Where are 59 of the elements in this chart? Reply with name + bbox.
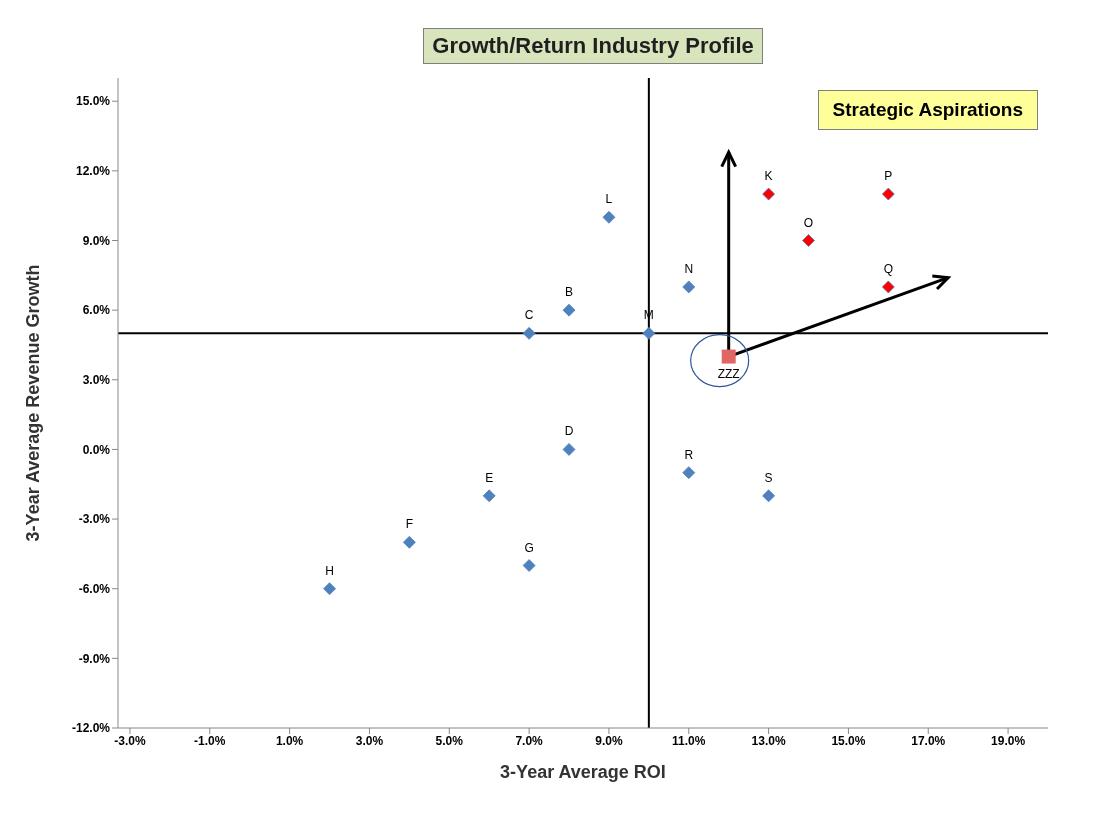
annotation: K: [764, 169, 773, 184]
annotation: Strategic Aspirations: [817, 90, 1038, 130]
x-tick-label: -3.0%: [114, 733, 146, 748]
annotation: R: [684, 447, 694, 462]
y-tick-label: 15.0%: [75, 94, 111, 109]
point: [402, 535, 416, 549]
x-tick-label: 1.0%: [275, 733, 304, 748]
point: [762, 187, 775, 201]
y-tick-label: -3.0%: [78, 512, 111, 527]
annotation: F: [405, 517, 414, 532]
x-tick-label: 17.0%: [911, 733, 946, 748]
x-axis-title: 3-Year Average ROI: [500, 762, 666, 782]
y-tick-label: 6.0%: [82, 303, 111, 318]
x-tick-label: 3.0%: [355, 733, 384, 748]
x-tick-label: 9.0%: [595, 733, 623, 748]
point: [802, 234, 815, 247]
point: [721, 349, 736, 364]
point: [482, 489, 496, 503]
point: [562, 443, 576, 456]
y-tick-label: 0.0%: [82, 442, 111, 457]
x-tick-label: 13.0%: [751, 733, 786, 748]
point: [562, 303, 576, 317]
y-tick-label: -6.0%: [78, 581, 111, 596]
annotation: S: [764, 470, 773, 485]
annotation: N: [684, 261, 694, 276]
annotation: L: [605, 192, 613, 207]
x-tick-label: 11.0%: [672, 733, 706, 748]
annotation: B: [565, 285, 574, 300]
annotation: O: [803, 215, 814, 230]
x-tick-label: -1.0%: [194, 733, 226, 748]
point: [682, 466, 696, 480]
series-label: ZZZ: [717, 366, 740, 381]
point: [881, 280, 895, 294]
y-tick-label: 3.0%: [82, 373, 111, 388]
point: [682, 280, 696, 294]
y-tick-label: -9.0%: [78, 651, 111, 666]
x-tick-label: 5.0%: [435, 733, 464, 748]
y-tick-label: 12.0%: [75, 164, 111, 179]
point: [522, 559, 536, 572]
y-tick-label: -12.0%: [71, 721, 111, 736]
x-tick-label: 7.0%: [515, 733, 544, 748]
point: [602, 210, 616, 224]
point: [522, 326, 536, 340]
point: [881, 187, 895, 201]
annotation: P: [884, 169, 893, 184]
y-tick-label: 9.0%: [82, 233, 111, 248]
annotation: E: [485, 470, 494, 485]
y-axis-title: 3-Year Average Revenue Growth: [23, 264, 44, 542]
annotation: Q: [883, 261, 894, 276]
x-tick-label: 15.0%: [831, 733, 866, 748]
chart-title: Growth/Return Industry Profile: [423, 28, 763, 64]
point: [642, 326, 656, 340]
point: [323, 582, 336, 596]
annotation: H: [325, 563, 334, 578]
x-tick-label: 19.0%: [991, 733, 1026, 748]
annotation: D: [564, 424, 574, 439]
point: [762, 489, 775, 503]
annotation: C: [524, 308, 534, 323]
annotation: G: [524, 540, 534, 555]
